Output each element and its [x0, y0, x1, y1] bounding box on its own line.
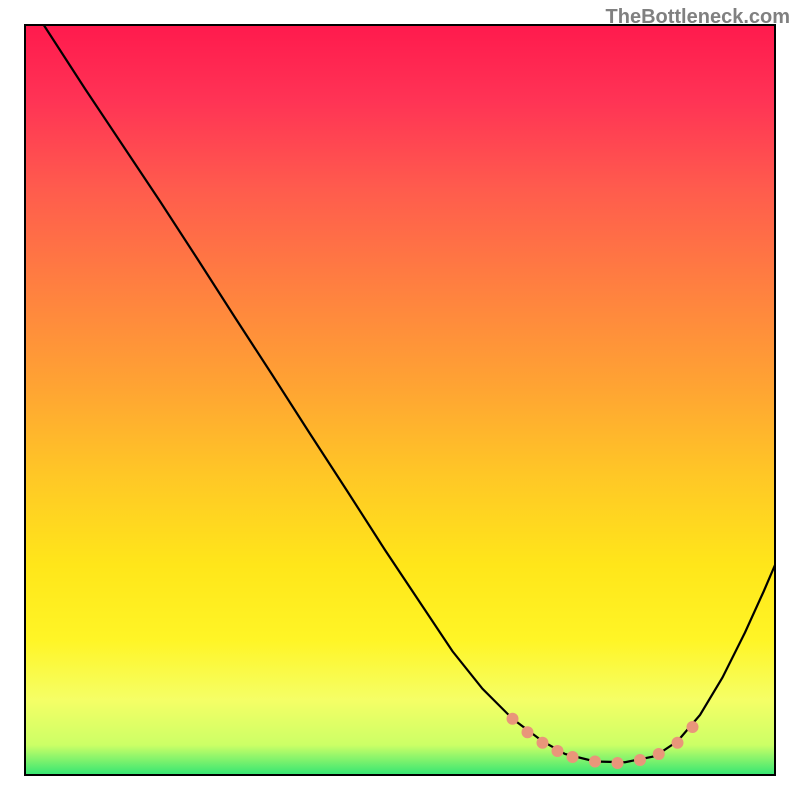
gradient-background: [25, 25, 775, 775]
bottleneck-chart: [0, 0, 800, 800]
trough-marker: [537, 737, 549, 749]
trough-marker: [507, 713, 519, 725]
trough-marker: [552, 745, 564, 757]
chart-container: TheBottleneck.com: [0, 0, 800, 800]
trough-marker: [672, 737, 684, 749]
trough-marker: [589, 756, 601, 768]
trough-marker: [612, 757, 624, 769]
watermark-text: TheBottleneck.com: [606, 6, 790, 29]
trough-marker: [522, 726, 534, 738]
trough-marker: [634, 754, 646, 766]
trough-marker: [567, 751, 579, 763]
trough-marker: [687, 721, 699, 733]
trough-marker: [653, 748, 665, 760]
